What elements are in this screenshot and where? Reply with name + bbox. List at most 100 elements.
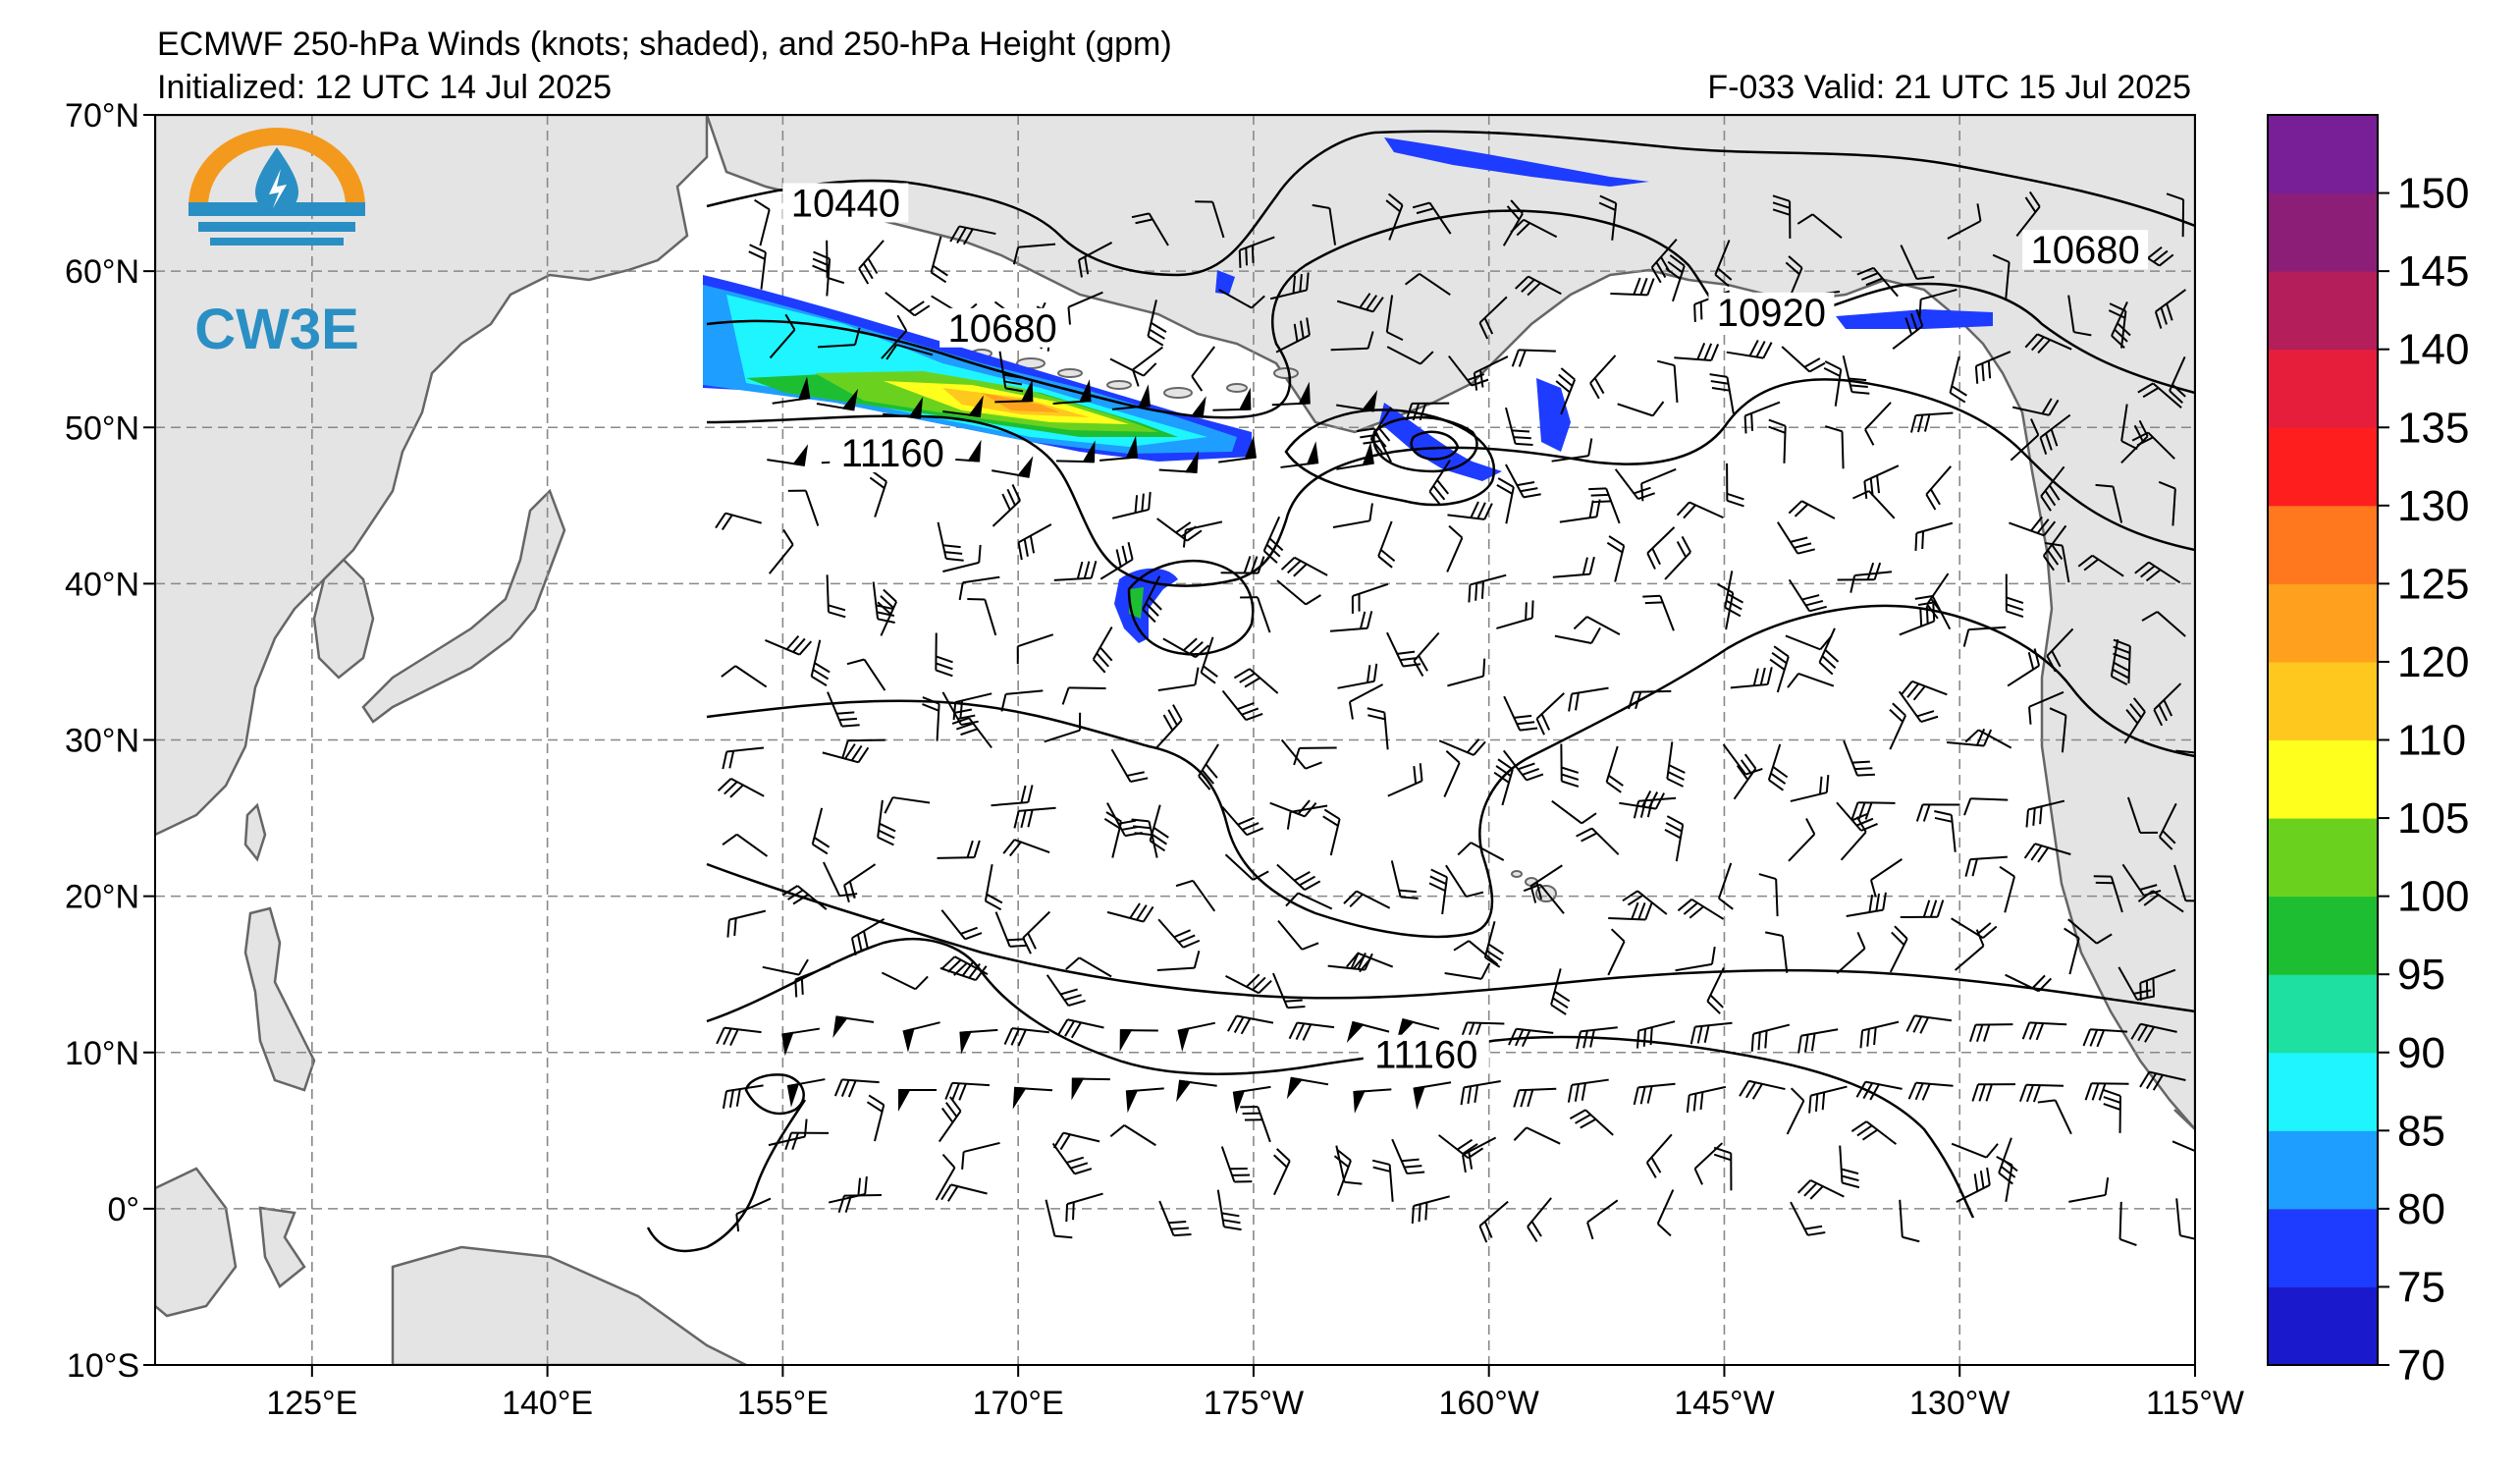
barb-staff <box>2010 434 2040 462</box>
barb-feather <box>1669 254 1686 267</box>
barb-feather <box>1367 331 1374 350</box>
barb-staff <box>1954 945 1985 971</box>
barb-feather <box>726 919 730 938</box>
barb-staff <box>1725 592 1735 630</box>
barb-feather <box>1495 765 1512 777</box>
barb-feather <box>1841 1174 1859 1182</box>
barb-feather <box>1072 1202 1075 1221</box>
barb-feather <box>1483 317 1494 335</box>
barb-staff <box>2061 545 2070 583</box>
barb-staff <box>1836 948 1866 974</box>
barb-staff <box>1280 738 1307 770</box>
barb-feather <box>1751 1083 1763 1100</box>
contour-label-bg <box>782 183 909 223</box>
height-contours <box>646 130 2195 1253</box>
barb-feather <box>1646 1085 1653 1104</box>
barb-feather <box>1482 658 1486 677</box>
barb-feather <box>1103 817 1121 830</box>
contour-label-bg <box>830 433 956 473</box>
barb-staff <box>1017 633 1054 648</box>
barb-feather <box>1178 934 1196 944</box>
barb-feather <box>1003 1027 1013 1045</box>
barb-feather <box>1172 704 1183 721</box>
barb-feather <box>1527 282 1541 297</box>
barb-staff <box>1656 1189 1675 1225</box>
land-asia <box>155 115 709 837</box>
barb-feather <box>1367 665 1371 683</box>
barb-feather <box>1922 900 1931 918</box>
barb-flag <box>1306 441 1319 465</box>
barb-feather <box>1293 563 1308 577</box>
barb-feather <box>1773 645 1790 658</box>
barb-feather <box>944 551 963 555</box>
barb-feather <box>1299 274 1303 293</box>
barb-feather <box>1914 532 1918 551</box>
barb-feather <box>1419 763 1423 782</box>
barb-feather <box>841 724 860 728</box>
barb-feather <box>722 833 738 846</box>
barb-feather <box>1921 530 1925 550</box>
barb-feather <box>955 722 974 731</box>
barb-feather <box>1027 932 1037 950</box>
barb-feather <box>896 314 908 332</box>
barb-feather <box>1610 928 1626 943</box>
barb-feather <box>1689 905 1704 919</box>
barb-feather <box>1809 605 1827 613</box>
barb-feather <box>936 669 953 678</box>
barb-feather <box>1251 295 1265 309</box>
barb-feather <box>1135 218 1153 225</box>
barb-feather <box>1189 640 1204 655</box>
colorbar-swatch <box>2268 427 2378 507</box>
barb-staff <box>1781 935 1789 973</box>
colorbar-swatch <box>2268 739 2378 819</box>
barb-feather <box>1574 1083 1580 1102</box>
barb-feather <box>1078 259 1083 278</box>
barb-feather <box>1173 1232 1192 1237</box>
barb-feather <box>1198 775 1211 791</box>
barb-feather <box>966 840 974 858</box>
barb-feather <box>1646 799 1654 818</box>
barb-staff <box>1109 357 1145 377</box>
barb-feather <box>1526 773 1544 782</box>
barb-staff <box>1586 616 1621 636</box>
barb-feather <box>728 750 735 769</box>
barb-feather <box>1371 1159 1390 1166</box>
barb-feather <box>1709 373 1728 378</box>
barb-feather <box>1142 905 1154 923</box>
lat-tick-label: 30°N <box>65 723 139 760</box>
barb-feather <box>1200 672 1216 684</box>
barb-feather <box>1336 1148 1352 1162</box>
barb-feather <box>1772 208 1791 216</box>
barb-staff <box>984 599 997 636</box>
barb-staff <box>1385 295 1394 333</box>
barb-feather <box>1245 247 1249 266</box>
colorbar-swatch <box>2268 1208 2378 1287</box>
barb-feather <box>2098 1083 2107 1101</box>
barb-feather <box>1368 503 1373 521</box>
barb-feather <box>1167 709 1178 726</box>
barb-feather <box>1665 822 1683 833</box>
barb-feather <box>784 313 796 331</box>
barb-feather <box>1852 490 1870 500</box>
barb-feather <box>1151 321 1167 333</box>
barb-feather <box>1644 902 1653 920</box>
barb-feather <box>1598 201 1616 211</box>
barb-feather <box>1974 365 1979 384</box>
barb-feather <box>1480 580 1485 599</box>
barb-feather <box>1639 1086 1646 1105</box>
barb-feather <box>1521 279 1535 293</box>
barb-feather <box>2162 830 2176 845</box>
barb-feather <box>1136 904 1148 921</box>
barb-feather <box>2028 191 2041 208</box>
barb-feather <box>1739 1080 1750 1097</box>
barb-feather <box>2136 436 2154 447</box>
barb-feather <box>2143 894 2160 906</box>
barb-flag <box>1071 1077 1085 1101</box>
barb-feather <box>940 955 956 970</box>
barb-feather <box>2133 989 2152 995</box>
colorbar-tick-label: 95 <box>2397 951 2445 999</box>
barb-feather <box>1195 644 1209 658</box>
barb-feather <box>878 829 895 840</box>
barb-feather <box>1203 665 1218 678</box>
barb-feather <box>858 268 870 285</box>
